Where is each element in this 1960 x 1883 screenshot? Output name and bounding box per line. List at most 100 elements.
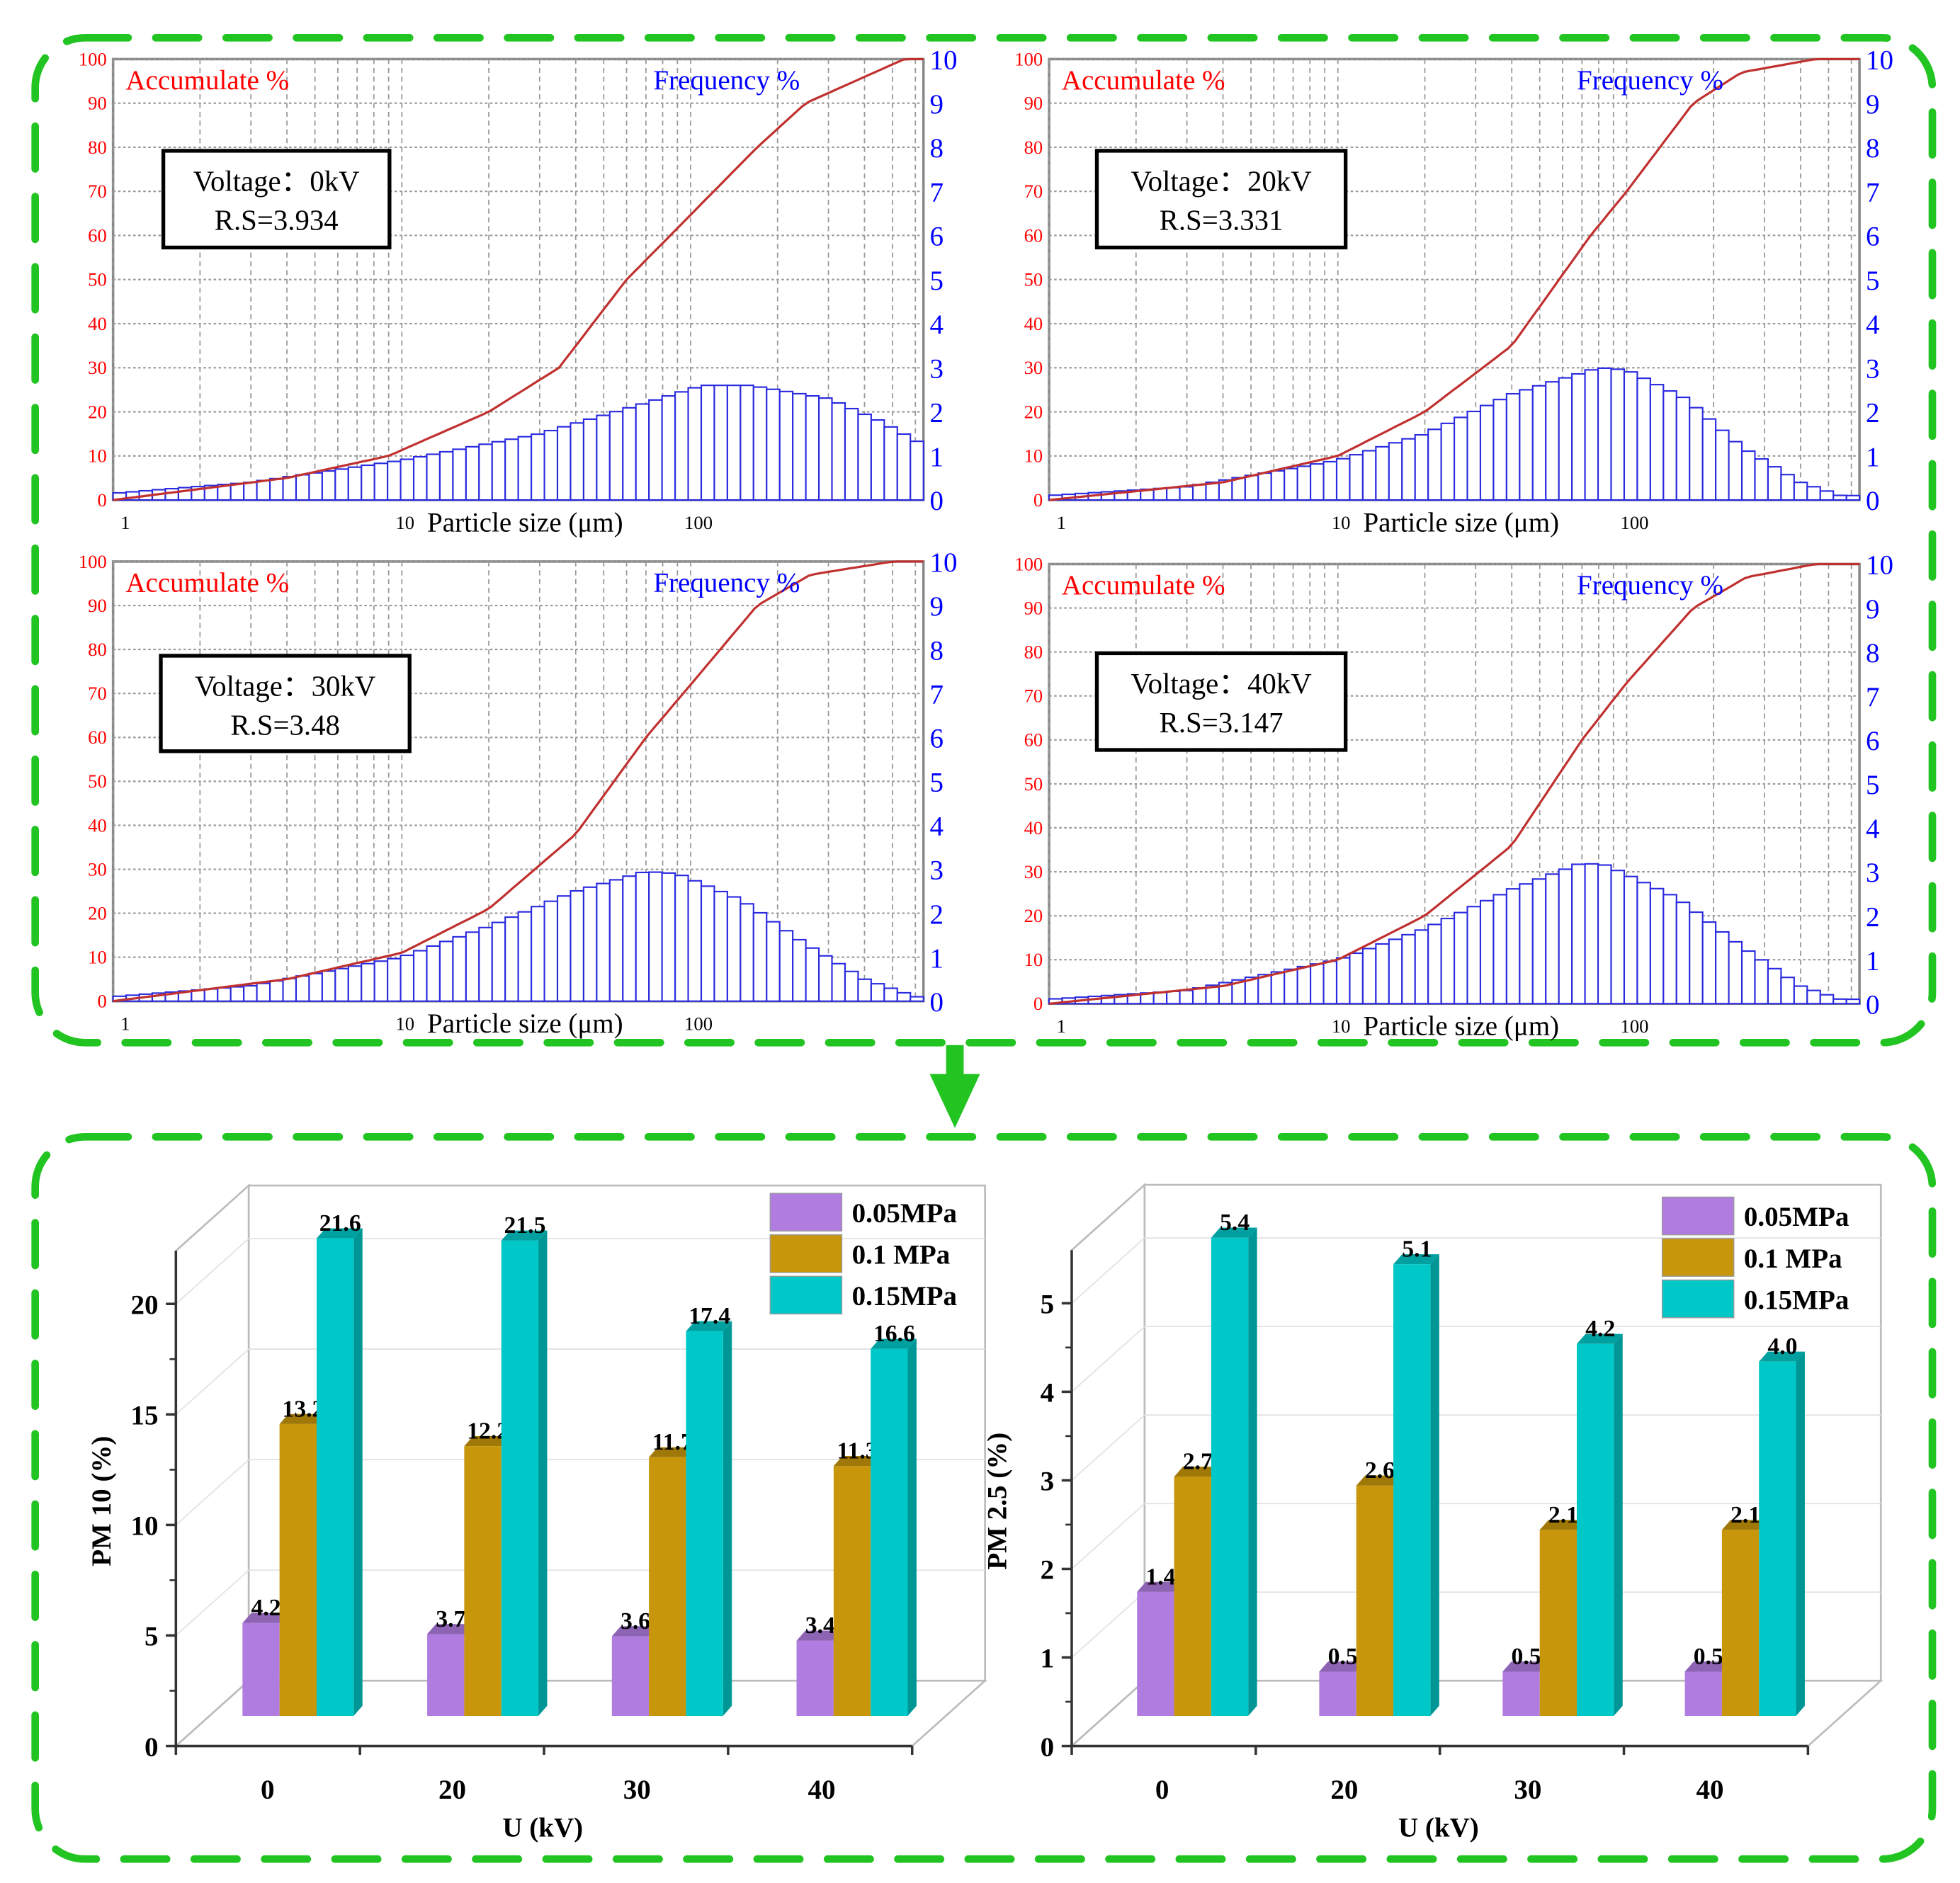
left-tick-label: 80 — [1024, 137, 1043, 158]
bar-0.1MPa — [833, 1466, 871, 1716]
bar-top — [316, 1228, 363, 1239]
right-tick-label: 7 — [1866, 177, 1880, 207]
frequency-bar — [622, 875, 637, 1002]
bar-value-label: 3.6 — [621, 1608, 650, 1634]
legend-swatch — [769, 1234, 843, 1273]
frequency-bar — [295, 474, 310, 501]
frequency-bar — [1636, 882, 1651, 1005]
frequency-bar — [1505, 888, 1521, 1005]
bar-top — [833, 1456, 880, 1467]
frequency-bar — [570, 889, 584, 1002]
frequency-bar — [608, 411, 624, 501]
frequency-bar — [1505, 392, 1521, 501]
frequency-bar — [1519, 389, 1534, 501]
bar-value-label: 2.7 — [1183, 1449, 1213, 1475]
x-tick-label: 30 — [623, 1775, 651, 1805]
frequency-bar — [1558, 868, 1573, 1005]
frequency-bar — [896, 991, 912, 1002]
frequency-bar — [661, 872, 676, 1002]
left-tick-label: 60 — [88, 727, 107, 748]
frequency-bar — [778, 930, 794, 1002]
bar-value-label: 3.4 — [805, 1612, 835, 1639]
frequency-bar — [1492, 399, 1507, 501]
frequency-bar — [438, 450, 454, 501]
frequency-bar — [1322, 960, 1338, 1005]
accumulate-line — [113, 560, 924, 1003]
right-tick-label: 10 — [930, 547, 958, 578]
bar-top — [242, 1612, 289, 1623]
x-tick-label: 40 — [1696, 1775, 1724, 1805]
legend-label: 0.1 MPa — [1744, 1244, 1842, 1274]
frequency-bar — [1440, 422, 1456, 501]
frequency-bar — [321, 470, 336, 501]
depth-gridline — [1071, 1591, 1145, 1659]
frequency-bar — [1466, 906, 1482, 1005]
frequency-bar — [883, 987, 898, 1002]
legend-label: 0.05MPa — [852, 1198, 957, 1229]
frequency-bar — [1675, 901, 1691, 1005]
left-tick-label: 40 — [1024, 817, 1043, 838]
bar-value-label: 1.4 — [1145, 1564, 1175, 1590]
frequency-bar — [230, 986, 245, 1002]
frequency-bar — [556, 426, 572, 501]
frequency-bar — [1466, 410, 1482, 501]
left-tick-label: 100 — [1014, 553, 1043, 574]
frequency-bar — [1388, 938, 1403, 1005]
frequency-bar — [321, 970, 336, 1002]
frequency-bar — [1701, 418, 1717, 501]
x-axis-title: Particle size (μm) — [1363, 507, 1559, 537]
frequency-bar — [1335, 457, 1351, 501]
x-tick-label: 40 — [808, 1775, 836, 1805]
frequency-bar — [700, 885, 715, 1002]
bar-top — [1759, 1351, 1805, 1362]
bar-chart-pm10: 0510152004.213.221.6203.712.221.5303.611… — [86, 1183, 988, 1843]
frequency-bar — [1701, 921, 1717, 1005]
x-axis-title: Particle size (μm) — [1363, 1011, 1559, 1042]
rs-label: R.S=3.934 — [215, 205, 339, 237]
frequency-bar — [217, 986, 232, 1002]
right-tick-label: 8 — [930, 635, 944, 666]
frequency-bar — [1479, 404, 1495, 501]
frequency-bar — [1296, 965, 1312, 1005]
left-tick-label: 70 — [88, 683, 107, 704]
frequency-bar — [465, 931, 480, 1002]
frequency-bar — [203, 988, 219, 1002]
accumulate-legend: Accumulate % — [125, 568, 289, 598]
left-tick-label: 0 — [1033, 489, 1043, 511]
frequency-bar — [713, 890, 728, 1002]
bar-side — [1430, 1254, 1439, 1716]
left-tick-label: 10 — [88, 947, 107, 968]
frequency-bar — [700, 385, 715, 501]
frequency-bar — [608, 879, 624, 1002]
frequency-legend: Frequency % — [653, 568, 800, 598]
frequency-bar — [1270, 971, 1286, 1005]
frequency-bar — [295, 975, 310, 1002]
bar-top — [1356, 1475, 1403, 1486]
right-tick-label: 4 — [1866, 814, 1880, 844]
left-tick-label: 80 — [88, 137, 107, 158]
right-tick-label: 7 — [1866, 682, 1880, 712]
left-tick-label: 0 — [97, 489, 106, 511]
y-tick-label: 2 — [1041, 1555, 1055, 1586]
right-tick-label: 5 — [1866, 266, 1880, 296]
bar-top — [1721, 1520, 1768, 1530]
frequency-bar — [1662, 390, 1677, 501]
frequency-bar — [347, 965, 363, 1002]
annotation-box — [1094, 149, 1348, 250]
x-tick-label: 10 — [1332, 512, 1351, 533]
y-tick-label: 0 — [145, 1732, 159, 1763]
frequency-bar — [896, 433, 912, 501]
bar-0.15MPa — [1759, 1361, 1796, 1716]
frequency-bar — [805, 394, 820, 501]
depth-gridline — [175, 1348, 249, 1415]
left-tick-label: 30 — [88, 858, 107, 880]
right-tick-label: 10 — [1866, 550, 1893, 581]
bar-0.1MPa — [649, 1457, 686, 1716]
frequency-bar — [400, 954, 415, 1002]
right-tick-label: 4 — [1866, 309, 1880, 340]
right-tick-label: 1 — [1866, 945, 1880, 976]
x-tick-label: 10 — [1332, 1016, 1351, 1037]
bar-value-label: 21.5 — [504, 1212, 545, 1239]
frequency-bar — [1558, 377, 1573, 501]
